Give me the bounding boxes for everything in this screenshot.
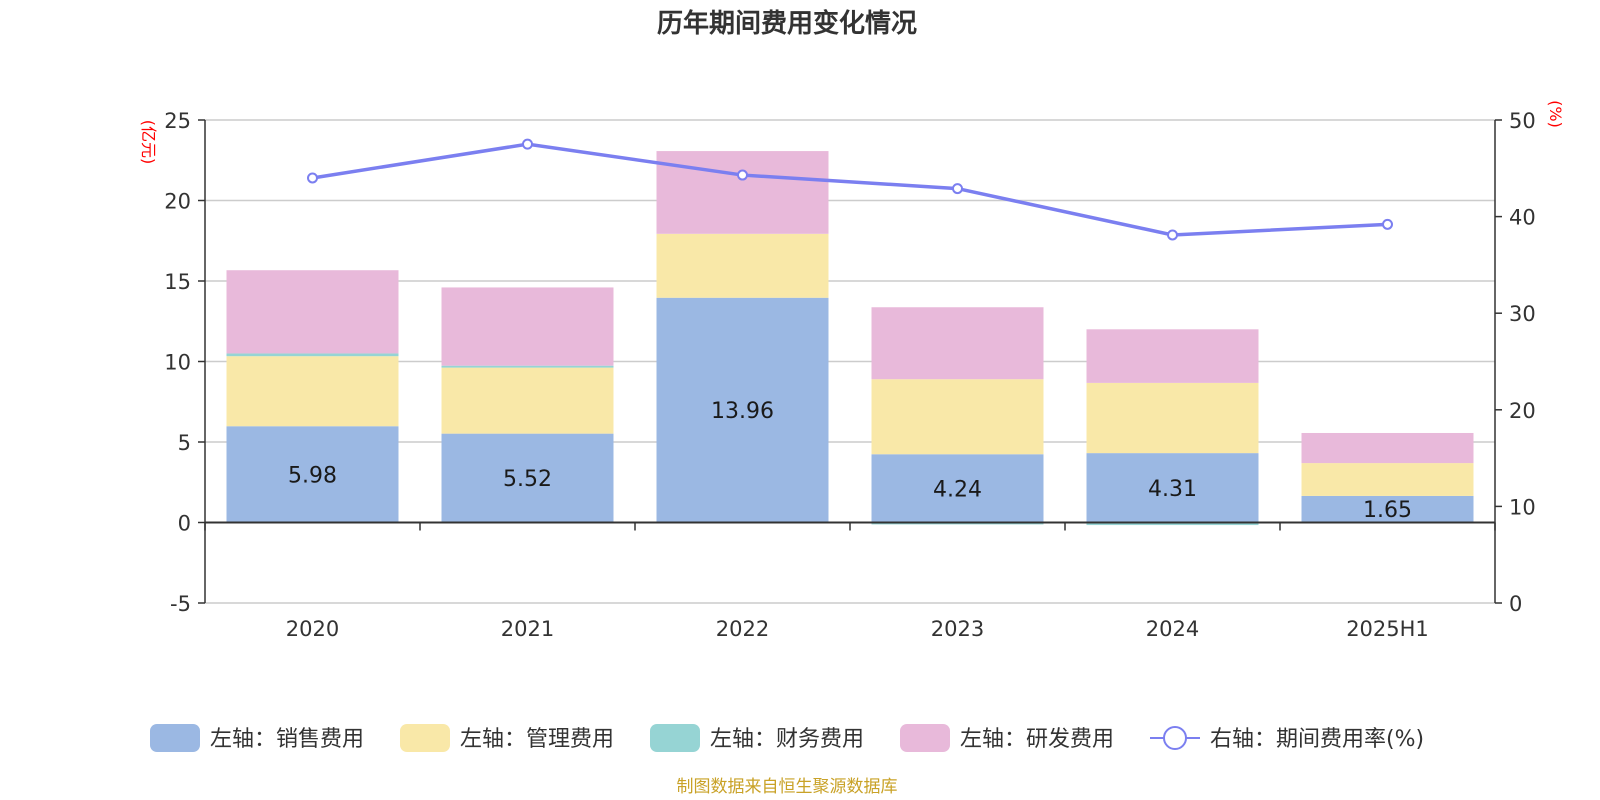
x-axis-tick-label: 2022 (716, 617, 769, 641)
legend-label: 左轴：财务费用 (710, 727, 864, 752)
rate-line-layer (307, 138, 1393, 241)
bar-segment (441, 367, 614, 434)
x-axis-tick-label: 2023 (931, 617, 984, 641)
legend: 左轴：销售费用 左轴：管理费用 左轴：财务费用 左轴：研发费用 右轴：期间费用率(%) (150, 724, 1424, 752)
bar-segment (1086, 382, 1259, 454)
bar-segment (871, 454, 1044, 523)
bar-segment (1301, 432, 1474, 464)
legend-label: 右轴：期间费用率(%) (1210, 727, 1424, 752)
bar-data-label: 13.96 (711, 399, 774, 424)
legend-swatch (400, 724, 450, 752)
legend-label: 左轴：管理费用 (460, 727, 614, 752)
right-axis-tick-label: 50 (1509, 109, 1536, 133)
bar-layer (226, 151, 1474, 526)
bar-segment (656, 151, 829, 234)
bar-segment (226, 426, 399, 523)
bar-segment (1301, 463, 1474, 496)
legend-marker (1163, 726, 1187, 750)
right-axis-unit: (%) (1546, 100, 1565, 128)
rate-point (307, 172, 318, 184)
bar-segment (1086, 329, 1259, 383)
bar-segment (1086, 453, 1259, 523)
legend-swatch (150, 724, 200, 752)
x-axis-tick-label: 2021 (501, 617, 554, 641)
grid-lines (205, 119, 1495, 604)
left-axis-tick-label: -5 (170, 592, 191, 616)
left-axis-tick-label: 15 (164, 270, 191, 294)
axes: -5 0 5 10 15 20 25 0 10 20 30 40 50 2020 2021 2022 2023 2… (164, 109, 1535, 641)
right-axis-tick-label: 0 (1509, 592, 1522, 616)
bar-segment (226, 356, 399, 427)
rate-point (1167, 229, 1178, 241)
bar-segment (226, 353, 399, 357)
rate-point (1382, 218, 1393, 230)
bar-segment (1086, 522, 1259, 526)
right-axis-tick-label: 30 (1509, 302, 1536, 326)
rate-point (737, 169, 748, 181)
bar-data-label: 5.52 (503, 467, 552, 492)
legend-swatch (900, 724, 950, 752)
left-axis-tick-label: 0 (178, 512, 191, 536)
bar-data-label: 1.65 (1363, 498, 1412, 523)
left-axis-tick-label: 20 (164, 190, 191, 214)
bar-segment (226, 270, 399, 354)
rate-point (952, 183, 963, 195)
legend-label: 左轴：研发费用 (960, 727, 1114, 752)
data-labels: 5.98 5.52 13.96 4.24 4.31 1.65 (288, 399, 1412, 523)
left-axis-tick-label: 5 (178, 431, 191, 455)
right-axis-tick-label: 20 (1509, 399, 1536, 423)
chart-title: 历年期间费用变化情况 (657, 8, 917, 39)
bar-segment (656, 233, 829, 298)
rate-point (522, 138, 533, 150)
right-axis-tick-label: 10 (1509, 495, 1536, 519)
legend-swatch (650, 724, 700, 752)
bar-data-label: 4.24 (933, 477, 982, 502)
left-axis-tick-label: 25 (164, 109, 191, 133)
rate-line (312, 142, 1388, 237)
x-axis-tick-label: 2020 (286, 617, 339, 641)
bar-segment (871, 307, 1044, 380)
x-axis-tick-label: 2025H1 (1346, 617, 1429, 641)
bar-segment (441, 287, 614, 366)
bar-segment (871, 379, 1044, 455)
bar-segment (656, 297, 829, 523)
right-axis-tick-label: 40 (1509, 206, 1536, 230)
left-axis-unit: (亿元) (139, 120, 158, 165)
bar-segment (441, 365, 614, 368)
bar-data-label: 4.31 (1148, 477, 1197, 502)
bar-segment (441, 433, 614, 523)
x-axis-tick-label: 2024 (1146, 617, 1199, 641)
left-axis-tick-label: 10 (164, 351, 191, 375)
bar-data-label: 5.98 (288, 463, 337, 488)
bar-segment (1301, 495, 1474, 523)
legend-label: 左轴：销售费用 (210, 727, 364, 752)
source-note: 制图数据来自恒生聚源数据库 (677, 777, 898, 797)
